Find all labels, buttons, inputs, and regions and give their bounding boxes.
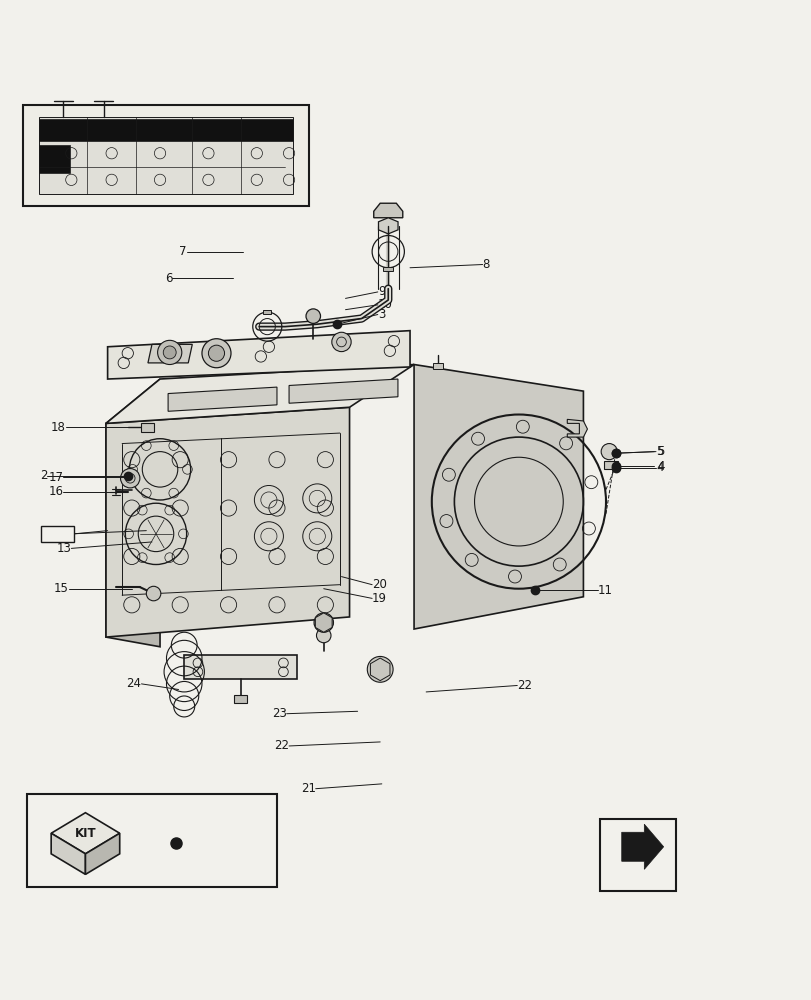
Circle shape [208, 345, 225, 361]
Text: 3: 3 [377, 308, 384, 321]
Text: 11: 11 [597, 584, 612, 597]
Bar [23, 105, 309, 206]
Text: 20: 20 [371, 578, 387, 591]
Polygon shape [168, 387, 277, 411]
Circle shape [120, 469, 139, 488]
Text: 14: 14 [56, 527, 71, 540]
Circle shape [202, 339, 230, 368]
Text: KIT: KIT [75, 827, 97, 840]
Circle shape [332, 332, 350, 352]
Text: 4: 4 [657, 460, 664, 473]
Polygon shape [621, 824, 663, 869]
Text: 21: 21 [300, 782, 315, 795]
Text: 16: 16 [48, 485, 63, 498]
Bar [39, 117, 293, 194]
Text: 5: 5 [657, 445, 664, 458]
Bar [141, 423, 154, 432]
Text: 4: 4 [655, 461, 663, 474]
Circle shape [316, 628, 331, 643]
Bar [599, 819, 676, 891]
Text: 12: 12 [55, 528, 70, 541]
Polygon shape [567, 419, 586, 437]
Polygon shape [370, 658, 389, 681]
Text: 7: 7 [179, 245, 187, 258]
Bar [603, 461, 617, 469]
Text: 22: 22 [517, 679, 532, 692]
Circle shape [146, 586, 161, 601]
Bar [433, 363, 443, 369]
Circle shape [367, 656, 393, 682]
Circle shape [157, 340, 182, 365]
Text: 2: 2 [40, 469, 47, 482]
Text: 6: 6 [165, 272, 172, 285]
Polygon shape [106, 365, 414, 423]
Circle shape [314, 613, 333, 632]
Text: 18: 18 [51, 421, 66, 434]
Bar [27, 794, 277, 887]
Bar [234, 695, 247, 703]
Bar [383, 267, 393, 271]
Polygon shape [148, 344, 192, 363]
Polygon shape [51, 833, 85, 874]
Polygon shape [414, 365, 582, 629]
Text: 12: 12 [50, 529, 65, 539]
Text: 5: 5 [655, 445, 663, 458]
Polygon shape [106, 379, 160, 647]
Bar [263, 310, 271, 314]
Text: 23: 23 [272, 707, 286, 720]
Text: 15: 15 [54, 582, 69, 595]
Text: 17: 17 [48, 471, 63, 484]
Text: = 1: = 1 [190, 836, 213, 849]
Text: 8: 8 [482, 258, 489, 271]
Polygon shape [315, 613, 332, 632]
Circle shape [600, 444, 616, 460]
Text: 10: 10 [377, 298, 393, 311]
Polygon shape [378, 218, 397, 234]
Text: 22: 22 [274, 739, 289, 752]
Polygon shape [85, 833, 119, 874]
Polygon shape [373, 203, 402, 218]
Polygon shape [108, 331, 410, 379]
Polygon shape [106, 407, 349, 637]
Bar [41, 526, 74, 542]
Circle shape [306, 309, 320, 323]
Circle shape [163, 346, 176, 359]
Text: 24: 24 [127, 677, 141, 690]
Polygon shape [51, 813, 119, 854]
Text: 9: 9 [377, 285, 384, 298]
Bar [39, 145, 70, 173]
Text: 19: 19 [371, 592, 387, 605]
Text: 13: 13 [57, 542, 71, 555]
Polygon shape [184, 655, 297, 679]
Bar [39, 119, 293, 141]
Polygon shape [289, 379, 397, 403]
